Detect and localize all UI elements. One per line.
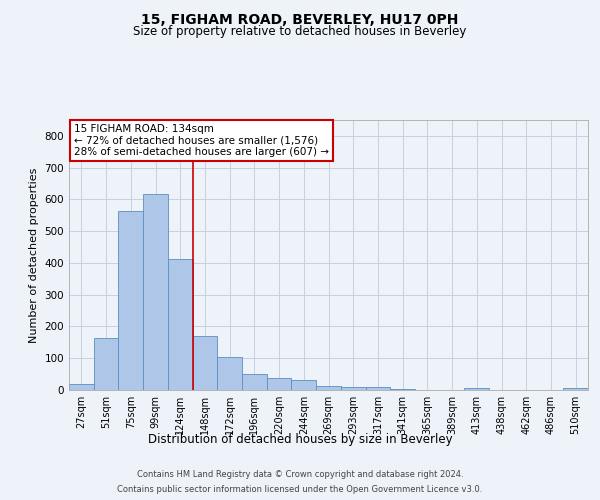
Text: Size of property relative to detached houses in Beverley: Size of property relative to detached ho… bbox=[133, 25, 467, 38]
Text: 15 FIGHAM ROAD: 134sqm
← 72% of detached houses are smaller (1,576)
28% of semi-: 15 FIGHAM ROAD: 134sqm ← 72% of detached… bbox=[74, 124, 329, 157]
Bar bbox=[390, 389, 415, 390]
Bar bbox=[242, 374, 267, 390]
Bar bbox=[267, 378, 292, 390]
Bar bbox=[193, 336, 217, 390]
Bar bbox=[365, 387, 390, 390]
Y-axis label: Number of detached properties: Number of detached properties bbox=[29, 168, 39, 342]
Bar bbox=[292, 380, 316, 390]
Bar bbox=[316, 386, 341, 390]
Bar bbox=[341, 386, 365, 390]
Text: Distribution of detached houses by size in Beverley: Distribution of detached houses by size … bbox=[148, 432, 452, 446]
Bar bbox=[563, 388, 588, 390]
Bar bbox=[464, 388, 489, 390]
Text: Contains HM Land Registry data © Crown copyright and database right 2024.: Contains HM Land Registry data © Crown c… bbox=[137, 470, 463, 479]
Bar bbox=[69, 384, 94, 390]
Bar bbox=[94, 338, 118, 390]
Bar bbox=[168, 259, 193, 390]
Bar bbox=[143, 194, 168, 390]
Bar bbox=[118, 211, 143, 390]
Bar bbox=[217, 358, 242, 390]
Text: 15, FIGHAM ROAD, BEVERLEY, HU17 0PH: 15, FIGHAM ROAD, BEVERLEY, HU17 0PH bbox=[142, 12, 458, 26]
Text: Contains public sector information licensed under the Open Government Licence v3: Contains public sector information licen… bbox=[118, 485, 482, 494]
